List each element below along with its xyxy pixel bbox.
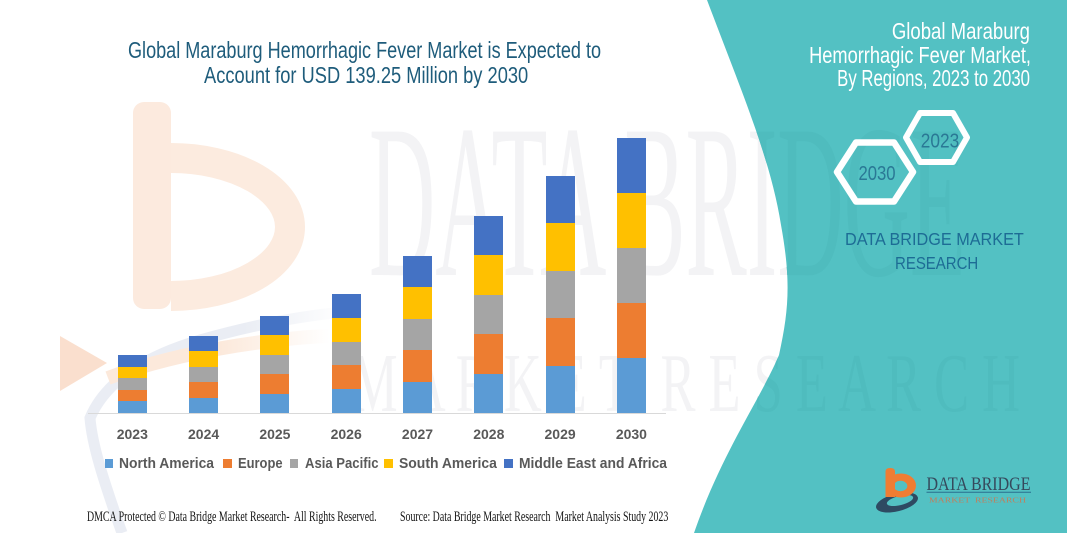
svg-text:2030: 2030 — [858, 161, 895, 184]
svg-text:DATA BRIDGE: DATA BRIDGE — [927, 474, 1031, 495]
svg-text:MARKET RESEARCH: MARKET RESEARCH — [929, 498, 1026, 505]
svg-text:2023: 2023 — [921, 130, 959, 153]
